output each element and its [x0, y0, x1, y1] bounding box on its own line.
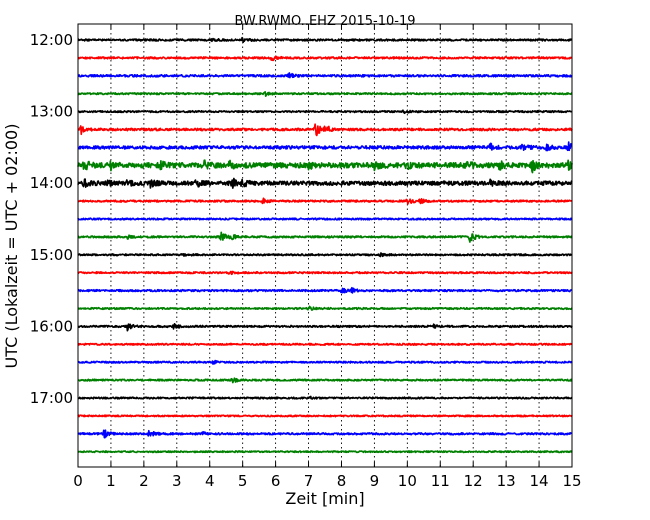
y-tick-label: 14:00: [30, 174, 73, 192]
trace-1315: [77, 123, 573, 137]
y-tick-label: 12:00: [30, 31, 73, 49]
trace-1630: [77, 359, 573, 365]
plot-frame: [77, 23, 573, 468]
trace-1215: [77, 55, 573, 62]
x-tick-label: 0: [73, 472, 83, 490]
x-tick-label: 4: [205, 472, 215, 490]
trace-1330: [77, 141, 573, 152]
x-tick-label: 9: [370, 472, 380, 490]
y-tick-label: 13:00: [30, 103, 73, 121]
trace-1200: [77, 36, 573, 44]
trace-1745: [77, 450, 573, 454]
x-tick-label: 1: [106, 472, 116, 490]
trace-1615: [77, 342, 573, 346]
x-tick-label: 2: [139, 472, 149, 490]
x-tick-label: 12: [464, 472, 483, 490]
x-tick-label: 15: [562, 472, 581, 490]
trace-1730: [77, 429, 573, 439]
chart-title: BW.RWMO..EHZ 2015-10-19: [234, 14, 415, 29]
trace-1500: [77, 252, 573, 258]
trace-1715: [77, 414, 573, 418]
trace-1600: [77, 322, 573, 332]
x-axis-label: Zeit [min]: [285, 489, 364, 508]
trace-1400: [77, 177, 573, 189]
y-tick-label: 17:00: [30, 389, 73, 407]
x-tick-label: 8: [337, 472, 347, 490]
trace-1245: [77, 91, 573, 98]
x-tick-label: 3: [172, 472, 182, 490]
trace-1545: [77, 305, 573, 311]
x-tick-label: 13: [497, 472, 516, 490]
trace-1530: [77, 286, 573, 294]
trace-1345: [77, 159, 573, 174]
trace-1700: [77, 395, 573, 400]
trace-1230: [77, 72, 573, 79]
trace-1645: [77, 377, 573, 384]
y-tick-label: 15:00: [30, 246, 73, 264]
x-tick-label: 7: [304, 472, 314, 490]
x-tick-label: 11: [431, 472, 450, 490]
trace-1430: [77, 217, 573, 221]
x-tick-label: 6: [271, 472, 281, 490]
grid-lines: [110, 24, 540, 467]
trace-1445: [77, 231, 573, 243]
x-tick-label: 14: [530, 472, 549, 490]
trace-1300: [77, 109, 573, 115]
trace-group: [77, 36, 573, 454]
y-axis-ticks: 12:00 13:00 14:00 15:00 16:00 17:00: [30, 31, 572, 407]
x-tick-label: 5: [238, 472, 248, 490]
trace-1515: [77, 270, 573, 276]
x-axis-ticks: 0 1 2 3 4 5 6 7 8 9 10 11 12 13 14 15: [73, 24, 582, 490]
y-tick-label: 16:00: [30, 317, 73, 335]
x-tick-label: 10: [398, 472, 417, 490]
trace-1415: [77, 197, 573, 205]
y-axis-label: UTC (Lokalzeit = UTC + 02:00): [2, 124, 21, 369]
